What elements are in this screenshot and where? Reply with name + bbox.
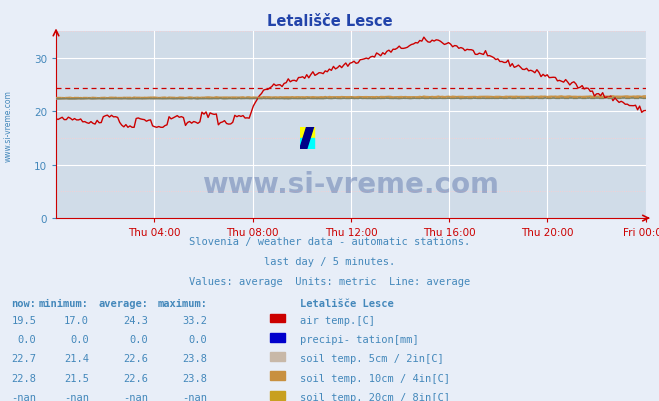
Text: soil temp. 20cm / 8in[C]: soil temp. 20cm / 8in[C] bbox=[300, 392, 450, 401]
Text: now:: now: bbox=[11, 299, 36, 309]
Text: Letališče Lesce: Letališče Lesce bbox=[300, 299, 393, 309]
Text: 23.8: 23.8 bbox=[183, 373, 208, 383]
Text: last day / 5 minutes.: last day / 5 minutes. bbox=[264, 257, 395, 267]
Text: 24.3: 24.3 bbox=[123, 315, 148, 325]
Text: 33.2: 33.2 bbox=[183, 315, 208, 325]
Text: 0.0: 0.0 bbox=[130, 334, 148, 344]
Text: maximum:: maximum: bbox=[158, 299, 208, 309]
Text: www.si-vreme.com: www.si-vreme.com bbox=[202, 171, 500, 199]
Text: -nan: -nan bbox=[123, 392, 148, 401]
Text: 0.0: 0.0 bbox=[18, 334, 36, 344]
Text: 21.5: 21.5 bbox=[64, 373, 89, 383]
Polygon shape bbox=[300, 127, 314, 138]
Polygon shape bbox=[300, 127, 314, 149]
Text: 22.7: 22.7 bbox=[11, 354, 36, 364]
Text: average:: average: bbox=[98, 299, 148, 309]
Text: Letališče Lesce: Letališče Lesce bbox=[267, 14, 392, 29]
Text: air temp.[C]: air temp.[C] bbox=[300, 315, 375, 325]
Text: 0.0: 0.0 bbox=[189, 334, 208, 344]
Text: minimum:: minimum: bbox=[39, 299, 89, 309]
Text: 0.0: 0.0 bbox=[71, 334, 89, 344]
Text: soil temp. 5cm / 2in[C]: soil temp. 5cm / 2in[C] bbox=[300, 354, 444, 364]
Text: 23.8: 23.8 bbox=[183, 354, 208, 364]
Text: 22.6: 22.6 bbox=[123, 373, 148, 383]
Text: 22.6: 22.6 bbox=[123, 354, 148, 364]
Text: www.si-vreme.com: www.si-vreme.com bbox=[4, 89, 13, 161]
Text: 22.8: 22.8 bbox=[11, 373, 36, 383]
Text: 19.5: 19.5 bbox=[11, 315, 36, 325]
Text: precipi- tation[mm]: precipi- tation[mm] bbox=[300, 334, 418, 344]
Text: -nan: -nan bbox=[64, 392, 89, 401]
Text: Slovenia / weather data - automatic stations.: Slovenia / weather data - automatic stat… bbox=[189, 237, 470, 247]
Text: 21.4: 21.4 bbox=[64, 354, 89, 364]
Text: Values: average  Units: metric  Line: average: Values: average Units: metric Line: aver… bbox=[189, 277, 470, 287]
Text: -nan: -nan bbox=[183, 392, 208, 401]
Text: soil temp. 10cm / 4in[C]: soil temp. 10cm / 4in[C] bbox=[300, 373, 450, 383]
Polygon shape bbox=[300, 138, 314, 149]
Text: -nan: -nan bbox=[11, 392, 36, 401]
Text: 17.0: 17.0 bbox=[64, 315, 89, 325]
